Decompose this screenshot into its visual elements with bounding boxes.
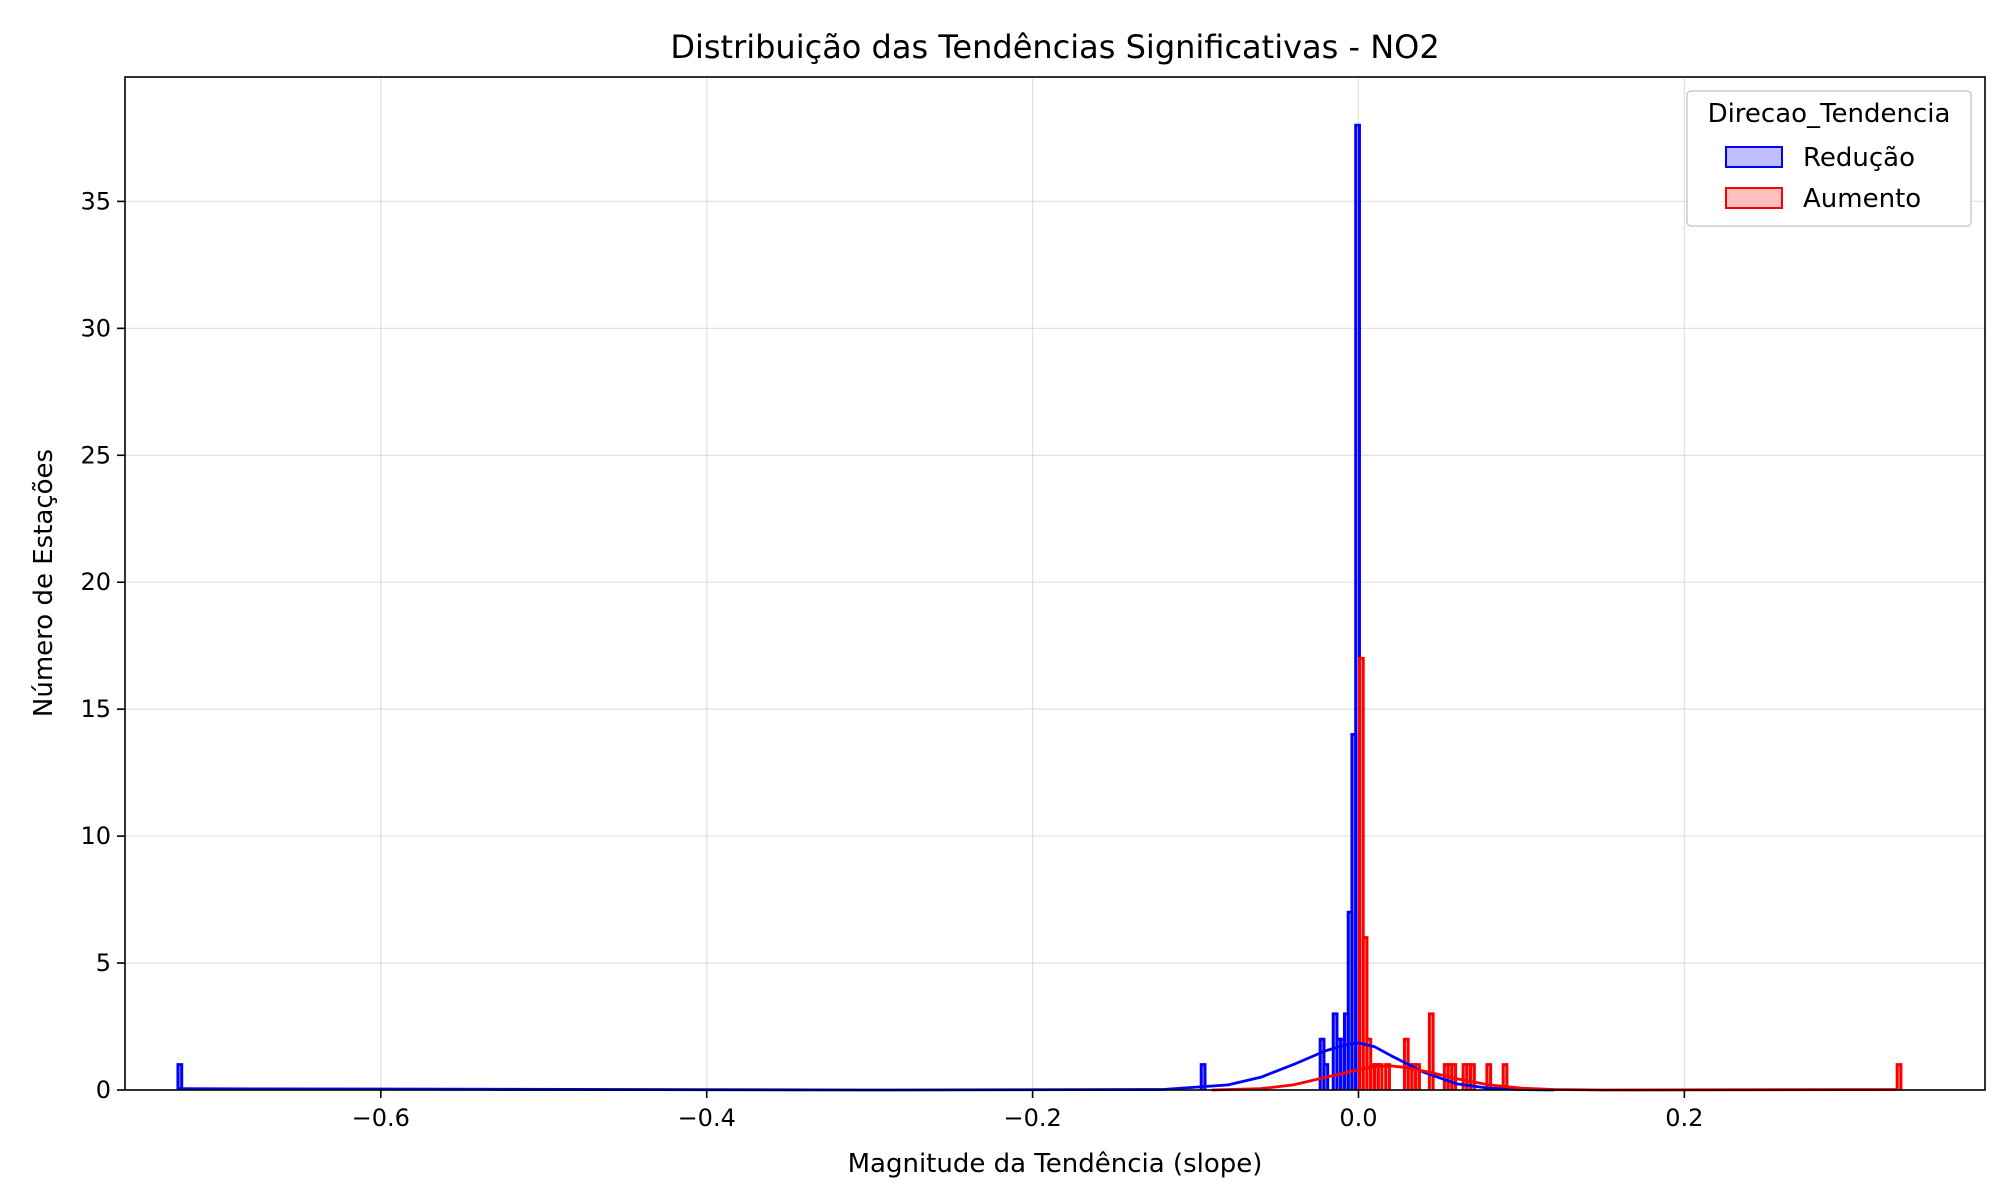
histogram-bar [1374,1064,1379,1090]
y-tick-label: 20 [80,568,111,596]
histogram-bar [1503,1064,1507,1090]
legend: Direcao_Tendencia Redução Aumento [1686,90,1972,227]
histogram-bar [1415,1064,1420,1090]
histogram-bar [1470,1064,1475,1090]
histogram-bar-outline [1501,1063,1509,1090]
histogram-bar [1355,125,1360,1090]
histogram-bar [1333,1013,1337,1090]
histogram-bar-outline [1895,1063,1903,1090]
histogram-bar [1385,1064,1390,1090]
kde-line [178,1041,1555,1092]
legend-title: Direcao_Tendencia [1708,99,1951,129]
x-tick-label: −0.2 [1003,1104,1061,1132]
kde-line [1211,1064,1897,1092]
y-tick-label: 15 [80,695,111,723]
legend-label-aumento: Aumento [1803,184,1921,214]
histogram-bar [1366,1039,1371,1090]
y-axis-label: Número de Estações [29,449,59,717]
histogram-bar [1466,1064,1471,1090]
histogram-bar [1351,734,1356,1090]
legend-swatch-reducao [1725,146,1783,168]
histogram-bar [1359,658,1364,1090]
histogram-bar [1340,1039,1345,1090]
histogram-bar [1344,1013,1349,1090]
histogram-bar [1370,1064,1375,1090]
histogram-bar [1348,912,1352,1090]
chart-title: Distribuição das Tendências Significativ… [670,28,1439,66]
histogram-bar-outline [1485,1063,1493,1090]
histogram-bar [1463,1064,1467,1090]
x-tick-label: 0.2 [1665,1104,1703,1132]
histogram-bar [1336,1039,1341,1090]
legend-label-reducao: Redução [1803,143,1915,173]
histogram-bars [176,123,1903,1090]
y-tick-label: 0 [96,1076,111,1104]
x-axis-label: Magnitude da Tendência (slope) [848,1149,1263,1179]
histogram-bar [1429,1013,1434,1090]
histogram-bar [1486,1064,1491,1090]
histogram-bar [1897,1064,1901,1090]
kde-curves [178,1041,1897,1092]
histogram-bar-outline [1361,936,1369,1090]
y-tick-label: 30 [80,314,111,342]
histogram-bar-outline [1357,656,1365,1090]
y-tick-label: 25 [80,441,111,469]
y-tick-label: 35 [80,187,111,215]
histogram-bar [1320,1039,1324,1090]
y-axis-ticks: 0 5 10 15 20 25 30 35 [80,187,125,1104]
histogram-bar [1378,1064,1382,1090]
x-axis-ticks: −0.6 −0.4 −0.2 0.0 0.2 [352,1090,1703,1132]
x-tick-label: 0.0 [1339,1104,1377,1132]
x-tick-label: −0.4 [678,1104,736,1132]
grid [125,77,1985,1091]
histogram-bar [1411,1064,1416,1090]
histogram-bar-outline [1384,1063,1391,1090]
histogram-bar-outline [1427,1012,1435,1090]
histogram-bar-outline [1414,1063,1421,1090]
histogram-bar [1408,1064,1412,1090]
histogram-bar-outline [176,1063,184,1090]
histogram-bar-outline [1354,123,1361,1090]
legend-box [1686,90,1972,227]
histogram-bar [177,1064,182,1090]
histogram-bar-outline [1199,1063,1207,1090]
histogram-bar-outline [1469,1063,1476,1090]
histogram-bar [1363,937,1367,1090]
y-tick-label: 10 [80,822,111,850]
histogram-bar [1201,1064,1205,1090]
histogram-bar-outline [1376,1063,1384,1090]
x-tick-label: −0.6 [352,1104,410,1132]
plot-frame [124,76,1986,1091]
legend-swatch-aumento [1725,187,1783,209]
y-tick-label: 5 [96,949,111,977]
